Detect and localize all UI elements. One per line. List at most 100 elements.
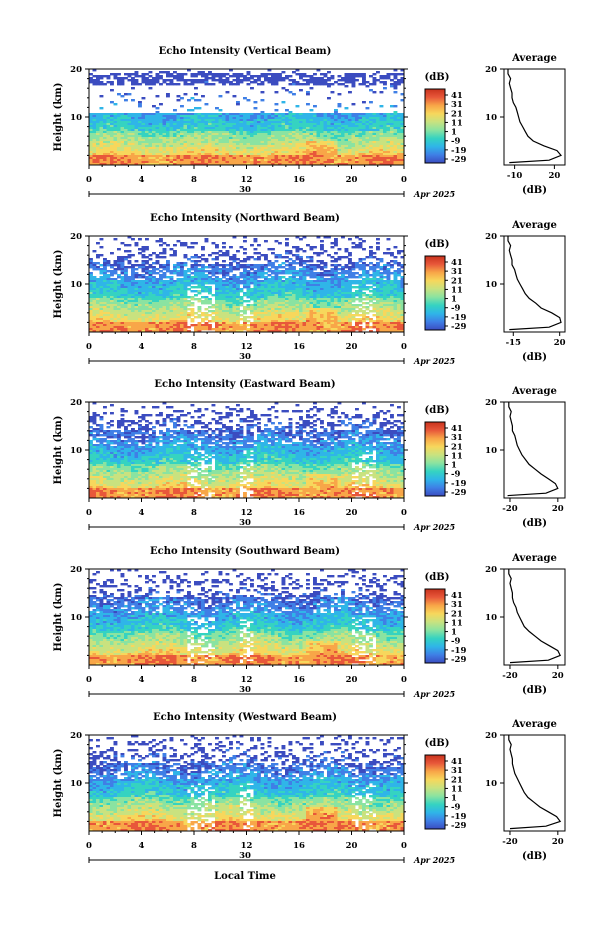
heatmap-cell — [271, 296, 275, 299]
heatmap-cell — [155, 147, 160, 150]
heatmap-cell — [117, 143, 121, 146]
heatmap-cell — [309, 308, 314, 311]
heatmap-cell — [152, 81, 156, 84]
heatmap-cell — [159, 121, 163, 124]
heatmap-cell — [334, 153, 338, 156]
heatmap-cell — [243, 292, 247, 295]
heatmap-cell — [400, 163, 404, 165]
heatmap-cell — [208, 266, 212, 269]
heatmap-cell — [281, 71, 286, 74]
heatmap-cell — [383, 77, 387, 80]
heatmap-cell — [236, 113, 240, 116]
heatmap-cell — [215, 127, 219, 130]
heatmap-cell — [215, 270, 219, 273]
heatmap-cell — [257, 141, 261, 144]
heatmap-cell — [246, 135, 251, 138]
heatmap-cell — [264, 304, 268, 307]
heatmap-cell — [215, 288, 219, 291]
heatmap-cell — [187, 270, 191, 273]
heatmap-cell — [299, 115, 303, 118]
heatmap-cell — [169, 302, 174, 305]
heatmap-cell — [246, 308, 251, 311]
heatmap-cell — [120, 143, 125, 146]
heatmap-cell — [232, 143, 237, 146]
heatmap-cell — [288, 296, 293, 299]
heatmap-cell — [215, 282, 219, 285]
heatmap-cell — [127, 260, 132, 263]
heatmap-cell — [110, 272, 114, 275]
heatmap-cell — [379, 278, 384, 281]
heatmap-cell — [162, 79, 167, 82]
heatmap-cell — [285, 264, 289, 267]
heatmap-cell — [218, 288, 223, 291]
heatmap-cell — [253, 282, 258, 285]
heatmap-cell — [127, 280, 132, 283]
heatmap-cell — [180, 129, 184, 132]
heatmap-cell — [365, 306, 370, 309]
heatmap-cell — [110, 113, 114, 116]
heatmap-cell — [145, 290, 149, 293]
heatmap-cell — [117, 288, 121, 291]
heatmap-cell — [337, 103, 342, 106]
heatmap-cell — [134, 131, 139, 134]
heatmap-cell — [215, 292, 219, 295]
heatmap-cell — [225, 292, 230, 295]
heatmap-cell — [383, 129, 387, 132]
heatmap-cell — [236, 266, 240, 269]
heatmap-cell — [299, 119, 303, 122]
heatmap-cell — [246, 145, 251, 148]
heatmap-cell — [190, 139, 195, 142]
heatmap-cell — [327, 163, 331, 165]
heatmap-cell — [257, 284, 261, 287]
heatmap-cell — [348, 131, 352, 134]
heatmap-cell — [99, 298, 104, 301]
heatmap-cell — [344, 143, 349, 146]
heatmap-cell — [96, 151, 100, 154]
heatmap-cell — [204, 260, 209, 263]
heatmap-cell — [120, 83, 125, 86]
heatmap-cell — [225, 119, 230, 122]
heatmap-cell — [103, 151, 107, 154]
heatmap-cell — [113, 77, 118, 80]
heatmap-cell — [187, 137, 191, 140]
heatmap-cell — [348, 133, 352, 136]
heatmap-cell — [341, 296, 345, 299]
heatmap-cell — [379, 131, 384, 134]
heatmap-cell — [134, 123, 139, 126]
heatmap-cell — [243, 77, 247, 80]
heatmap-cell — [110, 274, 114, 277]
heatmap-cell — [390, 252, 394, 255]
heatmap-cell — [134, 147, 139, 150]
heatmap-cell — [232, 296, 237, 299]
heatmap-cell — [141, 290, 146, 293]
heatmap-cell — [285, 89, 289, 92]
heatmap-cell — [155, 129, 160, 132]
heatmap-cell — [236, 258, 240, 261]
heatmap-cell — [323, 155, 328, 158]
heatmap-cell — [348, 258, 352, 261]
heatmap-cell — [271, 282, 275, 285]
heatmap-cell — [292, 83, 296, 86]
heatmap-cell — [344, 117, 349, 120]
heatmap-cell — [372, 135, 377, 138]
heatmap-cell — [267, 298, 272, 301]
average-x-tick-label: 20 — [548, 171, 560, 181]
heatmap-cell — [190, 290, 195, 293]
heatmap-cell — [103, 121, 107, 124]
heatmap-cell — [390, 83, 394, 86]
heatmap-cell — [187, 302, 191, 305]
heatmap-cell — [372, 121, 377, 124]
heatmap-cell — [365, 256, 370, 259]
heatmap-cell — [103, 266, 107, 269]
heatmap-cell — [330, 155, 335, 158]
heatmap-cell — [337, 123, 342, 126]
heatmap-cell — [288, 147, 293, 150]
heatmap-cell — [127, 306, 132, 309]
heatmap-cell — [316, 260, 321, 263]
colorbar-tick-label: 11 — [451, 118, 463, 128]
heatmap-cell — [215, 123, 219, 126]
heatmap-cell — [110, 298, 114, 301]
heatmap-cell — [320, 274, 324, 277]
heatmap-cell — [152, 272, 156, 275]
heatmap-cell — [194, 262, 198, 265]
